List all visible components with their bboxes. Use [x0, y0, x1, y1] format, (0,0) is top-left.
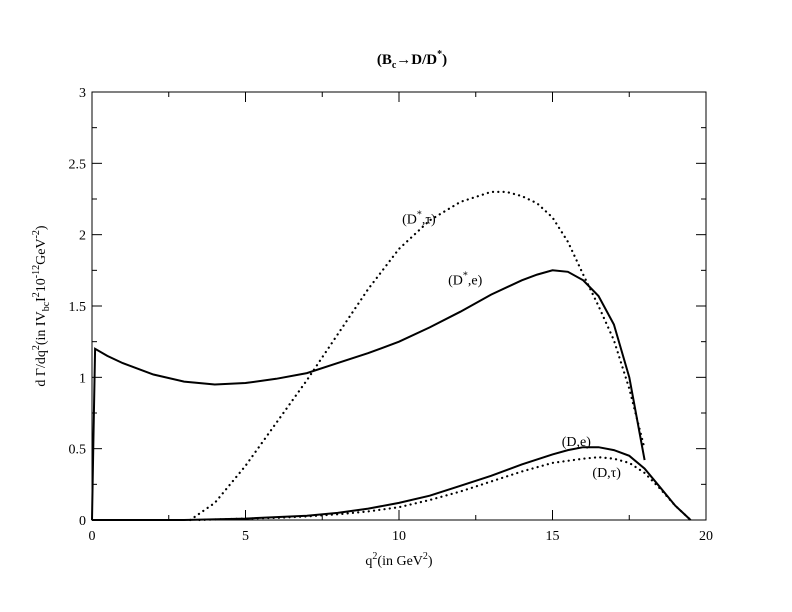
series-group — [91, 190, 692, 522]
axis-ticks — [91, 91, 707, 521]
series-dstar-tau-line — [189, 190, 646, 522]
axis-tick-labels: 0 5 10 15 20 0 0.5 1 1.5 2 2.5 3 — [69, 86, 714, 544]
annotation-d-e: (D,e) — [562, 435, 591, 450]
y-tick-label: 3 — [79, 86, 86, 101]
annotation-dstar-tau: (D*,τ) — [402, 209, 436, 227]
x-tick-label: 5 — [242, 529, 249, 544]
plot-frame — [91, 91, 707, 521]
annotation-dstar-e: (D*,e) — [448, 271, 482, 289]
x-axis-label: q2(in GeV2) — [365, 551, 433, 569]
y-tick-label: 2.5 — [69, 157, 87, 172]
y-axis-label: d Γ/dq2(in IVbcI210-12GeV-2) — [31, 225, 52, 387]
chart-title: (Bc→D/D*) — [377, 49, 447, 71]
series-d-e-line — [92, 446, 692, 521]
annotation-d-tau: (D,τ) — [592, 466, 621, 481]
y-tick-label: 0 — [79, 514, 86, 529]
y-tick-label: 0.5 — [69, 443, 87, 458]
x-tick-label: 10 — [392, 529, 406, 544]
series-dstar-e-line — [91, 269, 646, 521]
y-tick-label: 1.5 — [69, 300, 87, 315]
y-tick-label: 2 — [79, 229, 86, 244]
series-d-tau-line — [198, 456, 692, 522]
y-tick-label: 1 — [79, 371, 86, 386]
x-tick-label: 20 — [699, 529, 713, 544]
x-tick-label: 0 — [89, 529, 96, 544]
x-tick-label: 15 — [546, 529, 560, 544]
